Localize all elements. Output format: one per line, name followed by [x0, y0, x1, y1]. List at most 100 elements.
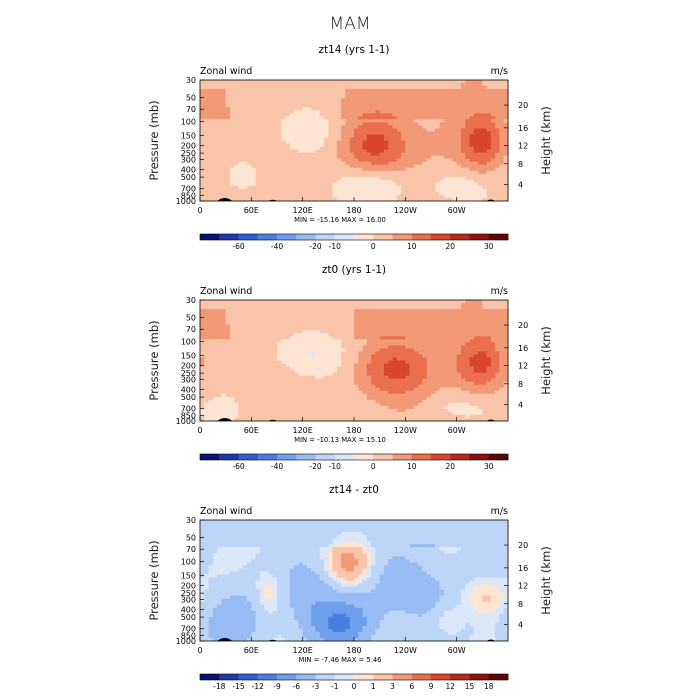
contour-cell	[456, 191, 462, 196]
contour-cell	[366, 83, 372, 87]
contour-cell	[465, 342, 470, 346]
contour-cell	[486, 170, 492, 175]
contour-cell	[401, 197, 406, 202]
contour-cell	[401, 327, 406, 331]
contour-cell	[332, 137, 338, 141]
contour-cell	[341, 330, 346, 334]
contour-cell	[289, 104, 295, 108]
contour-cell	[259, 92, 265, 96]
contour-cell	[229, 176, 235, 181]
contour-cell	[482, 170, 488, 175]
contour-cell	[336, 321, 342, 325]
contour-cell	[217, 363, 222, 367]
contour-cell	[431, 363, 436, 367]
contour-cell	[405, 366, 411, 370]
contour-cell	[242, 80, 248, 84]
variable-label: Zonal wind	[200, 66, 252, 77]
contour-cell	[324, 143, 329, 147]
contour-cell	[473, 80, 479, 84]
contour-cell	[200, 357, 205, 361]
contour-cell	[366, 303, 372, 307]
contour-cell	[426, 149, 432, 153]
contour-cell	[298, 321, 304, 325]
contour-cell	[200, 378, 205, 383]
contour-cell	[336, 113, 342, 117]
contour-cell	[349, 116, 355, 120]
contour-cell	[272, 131, 278, 135]
contour-cell	[259, 363, 265, 367]
contour-cell	[435, 140, 440, 144]
contour-cell	[465, 95, 470, 99]
panel-1: zt14 (yrs 1-1)Zonal wind m/s0 60E 120E 180 12…	[147, 44, 553, 251]
contour-cell	[324, 173, 329, 178]
contour-cell	[375, 372, 381, 377]
contour-cell	[217, 357, 222, 361]
contour-cell	[204, 303, 209, 307]
contour-cell	[294, 116, 299, 120]
contour-cell	[277, 155, 282, 160]
contour-cell	[456, 119, 462, 123]
contour-cell	[482, 357, 488, 361]
contour-cell	[259, 197, 265, 202]
contour-cell	[208, 170, 214, 175]
contour-cell	[413, 134, 419, 138]
contour-cell	[503, 128, 509, 132]
contour-cell	[289, 131, 295, 135]
contour-cell	[242, 101, 248, 105]
contour-cell	[401, 143, 406, 147]
contour-cell	[362, 369, 368, 373]
contour-cell	[315, 360, 321, 364]
contour-cell	[332, 372, 338, 377]
contour-cell	[336, 375, 342, 380]
contour-cell	[319, 363, 325, 367]
contour-cell	[413, 167, 419, 172]
contour-cell	[285, 86, 291, 90]
contour-cell	[499, 309, 505, 313]
contour-cell	[242, 372, 248, 377]
y-tick-label: 250	[181, 149, 196, 158]
contour-cell	[422, 381, 428, 386]
contour-cell	[204, 167, 209, 172]
contour-cell	[478, 185, 483, 190]
contour-cell	[225, 107, 231, 111]
contour-cell	[405, 143, 411, 147]
contour-cell	[448, 312, 453, 316]
contour-cell	[208, 185, 214, 190]
contour-cell	[306, 128, 312, 132]
contour-cell	[473, 95, 479, 99]
contour-cell	[319, 101, 325, 105]
contour-cell	[328, 167, 334, 172]
contour-cell	[388, 345, 393, 349]
contour-cell	[379, 164, 385, 169]
contour-cell	[285, 300, 291, 304]
contour-cell	[422, 339, 428, 343]
contour-cell	[435, 92, 440, 96]
contour-cell	[486, 366, 492, 370]
contour-cell	[242, 351, 248, 355]
contour-cell	[478, 327, 483, 331]
contour-cell	[242, 149, 248, 153]
contour-cell	[375, 113, 381, 117]
contour-cell	[388, 357, 393, 361]
contour-cell	[319, 122, 325, 126]
contour-cell	[315, 134, 321, 138]
contour-cell	[229, 182, 235, 187]
colorbar-swatch	[469, 234, 490, 240]
contour-cell	[495, 321, 500, 325]
contour-cell	[208, 312, 214, 316]
contour-cell	[268, 80, 274, 84]
contour-cell	[392, 194, 398, 199]
contour-cell	[311, 312, 316, 316]
contour-cell	[294, 146, 299, 150]
contour-cell	[328, 345, 334, 349]
contour-cell	[469, 152, 475, 157]
contour-cell	[200, 336, 205, 340]
contour-cell	[448, 86, 453, 90]
contour-cell	[225, 83, 231, 87]
contour-cell	[465, 86, 470, 90]
contour-cell	[315, 381, 321, 386]
contour-cell	[379, 360, 385, 364]
contour-cell	[495, 351, 500, 355]
contour-cell	[431, 333, 436, 337]
contour-cell	[354, 312, 359, 316]
